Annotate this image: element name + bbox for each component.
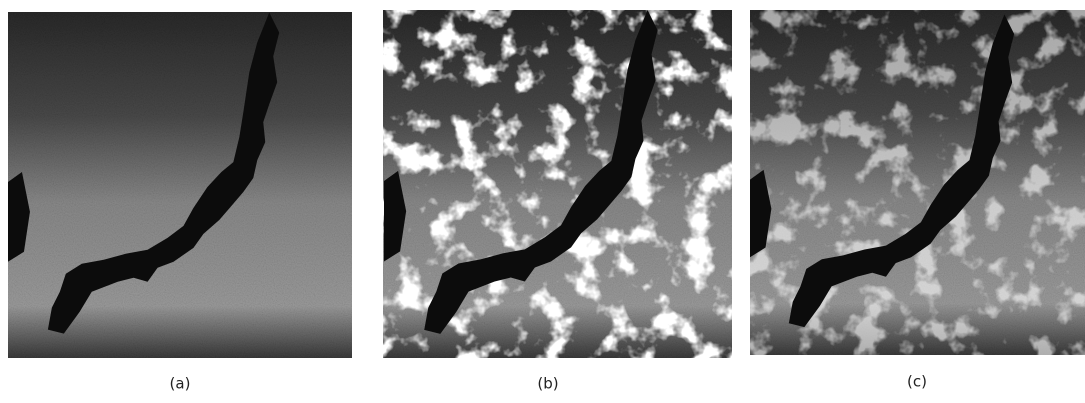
panel-b <box>383 10 732 358</box>
panel-label: (a) <box>170 375 191 393</box>
panel-label: (b) <box>537 375 558 393</box>
panel-a <box>8 12 352 358</box>
panel-c <box>750 10 1085 355</box>
figure: (a) (b) (c) <box>0 0 1085 403</box>
page: (a) (b) (c) (() => { const data = JSON.p… <box>0 0 1085 403</box>
panel-label: (c) <box>907 373 927 391</box>
